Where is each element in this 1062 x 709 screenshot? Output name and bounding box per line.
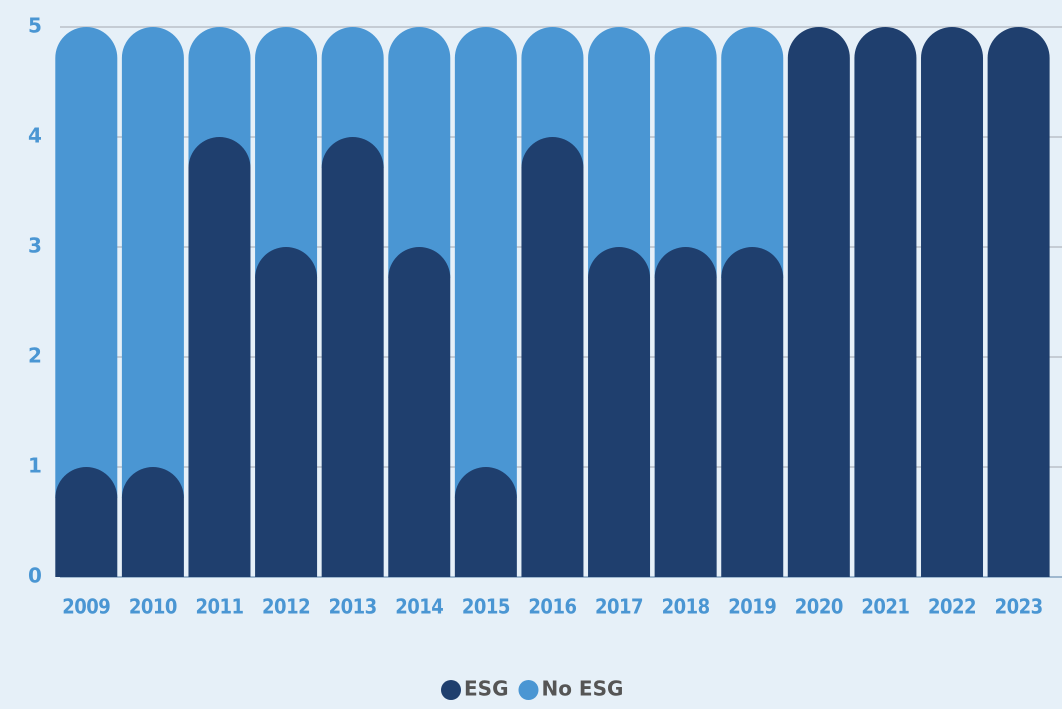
x-tick-label: 2017	[595, 595, 643, 619]
bar-segment	[987, 26, 1050, 577]
bar-segment	[121, 467, 184, 577]
x-tick-label: 2015	[462, 595, 510, 619]
y-tick-label: 5	[28, 14, 42, 38]
legend-label: ESG	[464, 677, 508, 701]
bar-segment	[55, 467, 118, 577]
x-tick-label: 2011	[195, 595, 243, 619]
x-tick-label: 2013	[329, 595, 377, 619]
x-tick-label: 2009	[62, 595, 110, 619]
bar-segment	[188, 26, 251, 168]
bar-segment	[854, 26, 917, 577]
x-tick-label: 2012	[262, 595, 310, 619]
x-tick-label: 2016	[528, 595, 576, 619]
x-tick-label: 2023	[995, 595, 1043, 619]
bar-segment	[721, 26, 784, 278]
bar-segment	[321, 136, 384, 577]
legend-label: No ESG	[541, 677, 623, 701]
bar-segment	[121, 26, 184, 498]
x-tick-label: 2019	[728, 595, 776, 619]
legend-swatch	[518, 680, 539, 700]
bar-segment	[787, 26, 850, 577]
bar-segment	[454, 26, 517, 498]
x-tick-label: 2020	[795, 595, 843, 619]
y-tick-label: 3	[28, 234, 42, 258]
bar-segment	[454, 467, 517, 577]
y-tick-label: 2	[28, 344, 42, 368]
bar-segment	[188, 136, 251, 577]
y-tick-label: 1	[28, 454, 42, 478]
x-tick-label: 2010	[129, 595, 177, 619]
bar-segment	[654, 247, 717, 577]
bar-segment	[654, 26, 717, 278]
bar-segment	[255, 247, 318, 577]
bar-segment	[255, 26, 318, 278]
legend-swatch	[441, 680, 461, 700]
bar-segment	[521, 26, 584, 168]
bar-segment	[521, 136, 584, 577]
bar-segment	[721, 247, 784, 577]
x-tick-label: 2021	[861, 595, 909, 619]
bar-segment	[321, 26, 384, 168]
bar-segment	[588, 247, 651, 577]
x-tick-label: 2014	[395, 595, 443, 619]
bar-segment	[921, 26, 984, 577]
y-tick-label: 0	[28, 564, 42, 588]
bar-segment	[55, 27, 118, 498]
bar-segment	[588, 26, 651, 278]
bar-segment	[388, 247, 451, 577]
x-tick-label: 2018	[662, 595, 710, 619]
bar-segment	[388, 26, 451, 278]
y-tick-label: 4	[28, 124, 42, 148]
x-tick-label: 2022	[928, 595, 976, 619]
